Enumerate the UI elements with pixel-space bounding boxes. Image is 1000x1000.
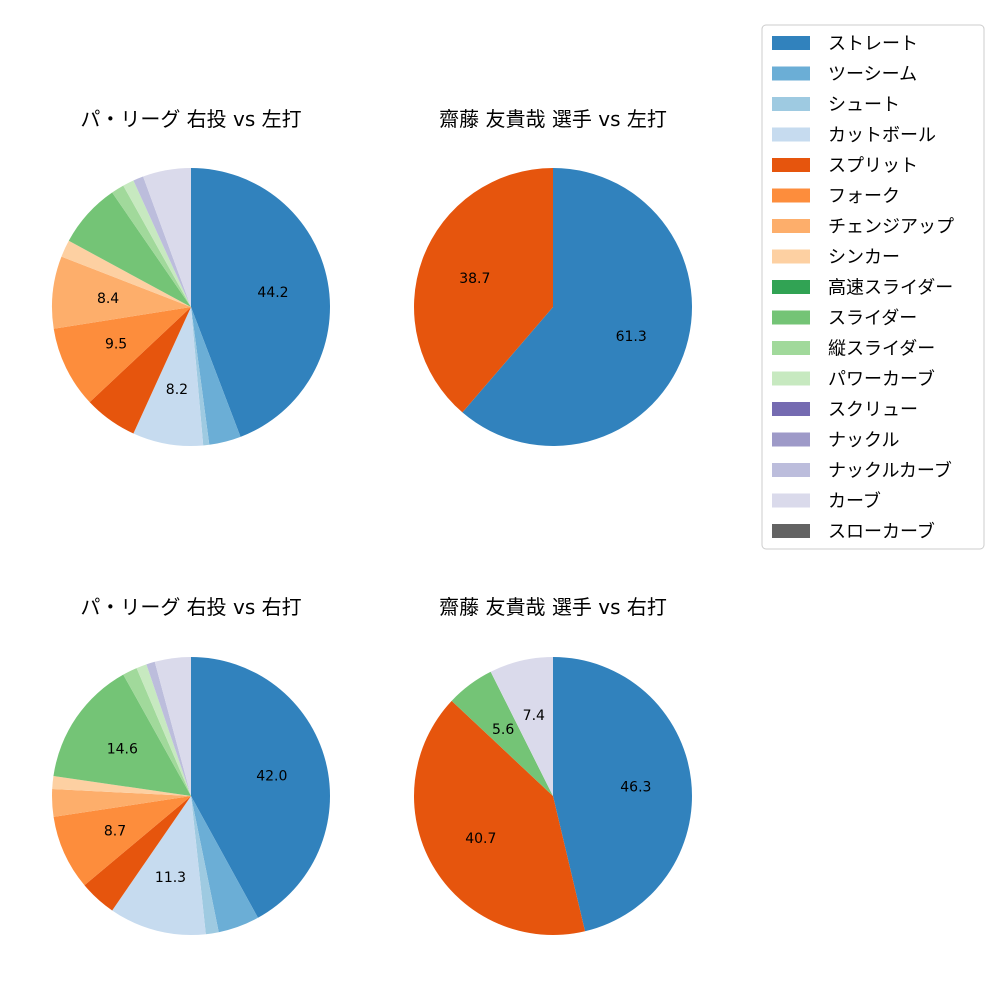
pie-chart-4: 齋藤 友貴哉 選手 vs 右打 46.3 40.7 5.6 7.4 bbox=[414, 595, 692, 935]
legend-swatch bbox=[772, 36, 810, 50]
legend-label: 縦スライダー bbox=[828, 339, 935, 360]
pie-slice bbox=[191, 796, 219, 935]
chart-title-3: パ・リーグ 右投 vs 右打 bbox=[80, 595, 301, 619]
legend-label: カットボール bbox=[828, 125, 936, 146]
pie-slice bbox=[146, 661, 191, 796]
slice-value-label: 14.6 bbox=[107, 742, 138, 758]
slice-value-label: 42.0 bbox=[256, 768, 287, 784]
pie-slice bbox=[52, 789, 191, 817]
legend-swatch bbox=[772, 402, 810, 416]
legend-swatch bbox=[772, 493, 810, 508]
legend-items: ストレートツーシームシュートカットボールスプリットフォークチェンジアップシンカー… bbox=[772, 34, 954, 543]
pie-chart-2: 齋藤 友貴哉 選手 vs 左打 61.3 38.7 bbox=[414, 107, 693, 446]
pie-slice bbox=[51, 256, 192, 329]
slice-value-label: 38.7 bbox=[459, 271, 490, 287]
pie-slice bbox=[143, 168, 191, 307]
legend-swatch bbox=[772, 127, 810, 142]
legend-label: 高速スライダー bbox=[828, 278, 953, 299]
pie-slice bbox=[490, 657, 553, 796]
pie-slice bbox=[154, 657, 191, 796]
legend-label: ナックルカーブ bbox=[828, 460, 952, 482]
pie-slice bbox=[53, 307, 192, 403]
legend-label: チェンジアップ bbox=[828, 217, 954, 238]
pie-slice bbox=[61, 240, 191, 307]
legend-label: スライダー bbox=[828, 308, 917, 329]
pie-slice bbox=[414, 168, 553, 413]
pie-slice bbox=[112, 185, 191, 307]
legend-swatch bbox=[772, 158, 810, 172]
pie-slice bbox=[191, 657, 331, 918]
pie-slice bbox=[53, 674, 192, 796]
pie-slice bbox=[191, 168, 330, 437]
chart-title-4: 齋藤 友貴哉 選手 vs 右打 bbox=[439, 595, 667, 619]
slice-value-label: 8.7 bbox=[104, 823, 126, 839]
legend-label: ツーシーム bbox=[828, 64, 917, 85]
legend-label: カーブ bbox=[828, 490, 881, 512]
pie-slice bbox=[53, 796, 191, 886]
legend-swatch bbox=[772, 249, 810, 264]
pie-slices-4: 46.3 40.7 5.6 7.4 bbox=[414, 657, 692, 935]
pie-slice bbox=[123, 668, 191, 796]
slice-value-label: 8.4 bbox=[97, 291, 119, 307]
legend-label: パワーカーブ bbox=[828, 368, 935, 390]
pie-slice bbox=[84, 796, 191, 911]
pie-slice bbox=[462, 168, 693, 446]
slice-value-label: 61.3 bbox=[616, 329, 647, 345]
legend-swatch bbox=[772, 463, 810, 477]
legend-label: スプリット bbox=[828, 156, 918, 177]
legend-label: スローカーブ bbox=[828, 521, 935, 543]
pie-slice bbox=[191, 307, 241, 445]
pie-slice bbox=[451, 671, 553, 796]
slice-value-label: 8.2 bbox=[166, 382, 188, 398]
legend-label: シュート bbox=[828, 95, 900, 116]
pie-slices-3: 42.0 11.3 8.7 14.6 bbox=[52, 657, 331, 936]
chart-title-1: パ・リーグ 右投 vs 左打 bbox=[80, 107, 301, 131]
pie-slice bbox=[553, 657, 692, 932]
pie-slice bbox=[191, 307, 210, 446]
legend-label: ストレート bbox=[828, 34, 918, 55]
pie-slices-1: 44.2 8.2 9.5 8.4 bbox=[51, 168, 330, 446]
legend-swatch bbox=[772, 66, 810, 81]
slice-value-label: 46.3 bbox=[620, 779, 651, 795]
legend-swatch bbox=[772, 371, 810, 386]
pie-slice bbox=[414, 700, 586, 935]
pie-slice bbox=[136, 664, 191, 796]
slice-value-label: 44.2 bbox=[257, 285, 288, 301]
legend-label: ナックル bbox=[828, 430, 899, 451]
pie-slice bbox=[123, 180, 191, 307]
pie-slices-2: 61.3 38.7 bbox=[414, 168, 693, 446]
legend: ストレートツーシームシュートカットボールスプリットフォークチェンジアップシンカー… bbox=[761, 24, 985, 550]
slice-value-label: 9.5 bbox=[105, 337, 127, 353]
legend-swatch bbox=[772, 341, 810, 355]
legend-swatch bbox=[772, 310, 810, 325]
pie-slice bbox=[52, 775, 192, 796]
slice-value-label: 40.7 bbox=[465, 831, 496, 847]
legend-label: スクリュー bbox=[828, 400, 918, 421]
chart-title-2: 齋藤 友貴哉 選手 vs 左打 bbox=[439, 107, 667, 131]
legend-label: フォーク bbox=[828, 186, 900, 207]
slice-value-label: 11.3 bbox=[155, 870, 186, 886]
slice-value-label: 7.4 bbox=[523, 708, 545, 724]
legend-swatch bbox=[772, 432, 810, 447]
pie-chart-3: パ・リーグ 右投 vs 右打 42.0 11.3 8.7 14.6 bbox=[52, 595, 331, 936]
legend-swatch bbox=[772, 188, 810, 203]
pie-slice bbox=[68, 192, 191, 307]
legend-swatch bbox=[772, 524, 810, 538]
pie-chart-1: パ・リーグ 右投 vs 左打 44.2 8.2 9.5 8.4 bbox=[51, 107, 330, 446]
legend-swatch bbox=[772, 219, 810, 233]
pie-slice bbox=[133, 176, 191, 307]
legend-swatch bbox=[772, 280, 810, 294]
legend-swatch bbox=[772, 97, 810, 111]
pie-slice bbox=[191, 796, 258, 933]
slice-value-label: 5.6 bbox=[492, 722, 514, 738]
legend-frame bbox=[761, 24, 985, 550]
pie-slice bbox=[133, 307, 204, 446]
legend-label: シンカー bbox=[828, 247, 900, 268]
pie-slice bbox=[112, 796, 206, 936]
pie-slice bbox=[89, 307, 191, 434]
